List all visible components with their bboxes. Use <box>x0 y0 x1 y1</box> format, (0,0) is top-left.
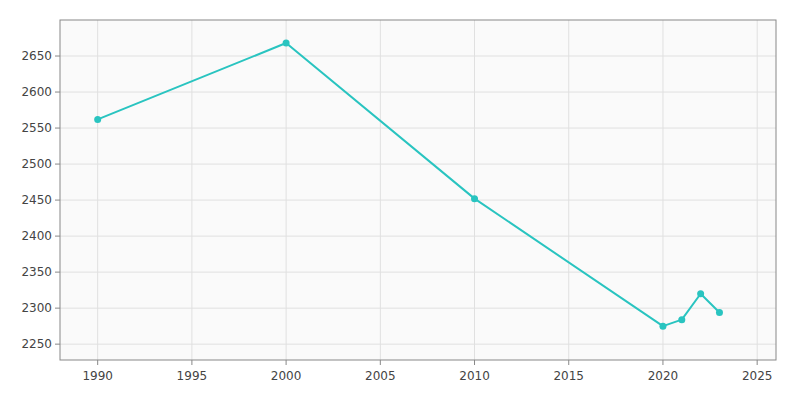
x-grid-line <box>474 20 475 360</box>
x-tick <box>380 360 381 365</box>
y-tick-label: 2600 <box>21 85 52 99</box>
x-tick-label: 2000 <box>271 369 302 383</box>
y-tick-label: 2550 <box>21 121 52 135</box>
y-grid-line <box>60 56 776 57</box>
x-tick-label: 2015 <box>553 369 584 383</box>
x-grid-line <box>286 20 287 360</box>
x-tick <box>757 360 758 365</box>
x-grid-line <box>380 20 381 360</box>
y-grid-line <box>60 128 776 129</box>
x-grid-line <box>191 20 192 360</box>
y-tick <box>55 344 60 345</box>
point <box>471 195 478 202</box>
y-tick <box>55 164 60 165</box>
x-grid-line <box>757 20 758 360</box>
x-tick-label: 1995 <box>177 369 208 383</box>
y-grid-line <box>60 344 776 345</box>
y-tick <box>55 272 60 273</box>
x-tick <box>286 360 287 365</box>
y-tick-label: 2400 <box>21 229 52 243</box>
y-tick <box>55 128 60 129</box>
y-tick <box>55 236 60 237</box>
x-tick <box>662 360 663 365</box>
x-tick <box>191 360 192 365</box>
y-grid-line <box>60 308 776 309</box>
y-tick-label: 2350 <box>21 265 52 279</box>
y-tick-label: 2650 <box>21 49 52 63</box>
x-grid-line <box>97 20 98 360</box>
chart: 2250 2300 2350 2400 2450 2500 2550 2600 2650 1990… <box>0 0 800 400</box>
line <box>98 43 720 326</box>
y-tick <box>55 56 60 57</box>
plot-frame <box>60 20 776 360</box>
y-grid-line <box>60 200 776 201</box>
axes: 2250 2300 2350 2400 2450 2500 2550 2600 2650 1990… <box>21 20 776 383</box>
y-tick-label: 2250 <box>21 337 52 351</box>
y-tick <box>55 200 60 201</box>
x-tick <box>474 360 475 365</box>
y-tick <box>55 92 60 93</box>
chart-container: 2250 2300 2350 2400 2450 2500 2550 2600 2650 1990… <box>0 0 800 400</box>
x-tick-label: 2005 <box>365 369 396 383</box>
x-tick-label: 2025 <box>742 369 773 383</box>
point <box>697 290 704 297</box>
point <box>678 316 685 323</box>
x-grid-line <box>568 20 569 360</box>
x-tick-label: 2020 <box>648 369 679 383</box>
x-tick-label: 2010 <box>459 369 490 383</box>
y-tick <box>55 308 60 309</box>
point <box>94 116 101 123</box>
y-grid-line <box>60 236 776 237</box>
grid <box>60 20 776 360</box>
x-tick <box>568 360 569 365</box>
y-grid-line <box>60 272 776 273</box>
point <box>659 323 666 330</box>
point <box>283 40 290 47</box>
y-tick-label: 2450 <box>21 193 52 207</box>
x-tick <box>97 360 98 365</box>
y-tick-label: 2300 <box>21 301 52 315</box>
plot-background <box>60 20 776 360</box>
y-grid-line <box>60 164 776 165</box>
y-tick-label: 2500 <box>21 157 52 171</box>
data-layer <box>94 40 723 330</box>
x-grid-line <box>662 20 663 360</box>
point <box>716 309 723 316</box>
x-tick-label: 1990 <box>82 369 113 383</box>
